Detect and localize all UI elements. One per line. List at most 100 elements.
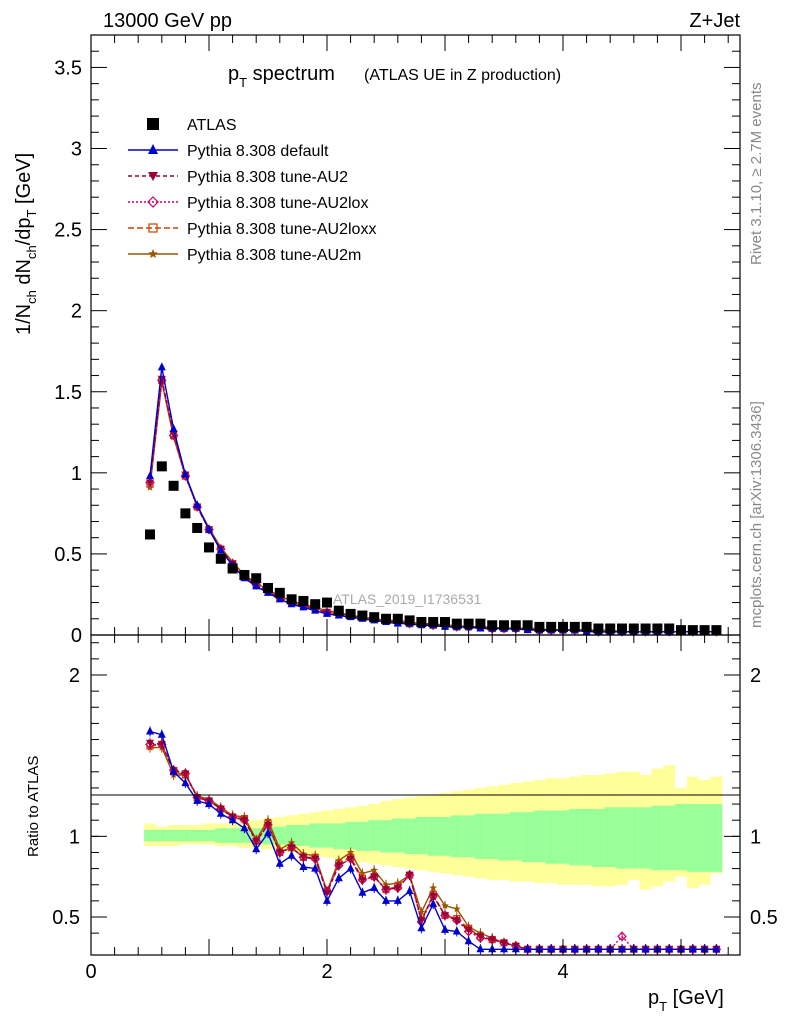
stat-uncertainty-band-bin (498, 813, 510, 861)
ratio-point (358, 876, 367, 884)
atlas-point (227, 563, 238, 574)
main-point (169, 424, 178, 433)
ratio-point (441, 924, 449, 933)
main-ylabel: 1/Nch dNch/dpT [GeV] (13, 153, 39, 335)
legend-marker (147, 196, 159, 208)
stat-uncertainty-band-bin (439, 816, 451, 856)
ratio-point (146, 739, 154, 747)
stat-uncertainty-band-bin (698, 804, 711, 872)
ratio-point (393, 895, 402, 904)
atlas-point (522, 620, 533, 631)
atlas-point (510, 620, 521, 631)
ratio-point (334, 862, 343, 870)
main-ytick-label: 2.5 (54, 220, 82, 242)
stat-uncertainty-band-bin (533, 810, 546, 863)
main-point (216, 545, 225, 554)
stat-uncertainty-band-bin (580, 808, 593, 866)
ratio-point (500, 939, 508, 947)
legend-marker (148, 249, 158, 258)
ratio-point (181, 770, 190, 778)
atlas-point (274, 587, 285, 598)
ratio-point (452, 926, 461, 935)
atlas-point (145, 529, 155, 540)
ratio-ytick-label-right: 0.5 (750, 907, 778, 929)
main-point (193, 500, 202, 509)
ratio-point (594, 944, 603, 953)
stat-uncertainty-band-bin (191, 829, 204, 842)
ratio-point (452, 917, 461, 925)
mcplots-label: mcplots.cern.ch [arXiv:1306.3436] (748, 401, 765, 628)
stat-uncertainty-band-bin (155, 829, 168, 842)
stat-uncertainty-band-bin (226, 828, 239, 843)
ratio-point (181, 778, 190, 787)
ratio-point (429, 893, 438, 901)
ratio-point (323, 889, 331, 897)
ratio-point (311, 863, 320, 872)
main-ytick-label: 0 (71, 625, 82, 647)
stat-uncertainty-band-bin (675, 804, 687, 871)
atlas-point (640, 623, 651, 634)
main-point (146, 471, 154, 480)
ratio-point (287, 844, 296, 852)
ratio-clip-mask (0, 956, 786, 982)
ratio-point (500, 944, 508, 953)
ratio-point (618, 944, 626, 953)
ratio-point (464, 936, 473, 945)
main-ytick-label: 3 (71, 139, 82, 161)
atlas-point (322, 597, 332, 608)
legend-item: Pythia 8.308 default (128, 143, 329, 160)
stat-uncertainty-band-bin (403, 818, 416, 855)
stat-uncertainty-band-bin (462, 815, 475, 858)
ratio-ytick-label: 0.5 (52, 907, 80, 929)
atlas-point (711, 625, 722, 636)
ratio-point (429, 884, 437, 892)
ratio-ytick-label-right: 1 (750, 826, 761, 848)
atlas-point (215, 553, 226, 564)
ratio-point (228, 815, 237, 824)
ratio-point (205, 799, 213, 808)
ratio-point (382, 886, 390, 894)
ratio-ytick-label: 1 (69, 826, 80, 848)
main-ytick-label: 1.5 (54, 382, 82, 404)
rivet-label: Rivet 3.1.10, ≥ 2.7M events (748, 83, 765, 266)
stat-uncertainty-band-bin (238, 828, 251, 843)
legend-label: Pythia 8.308 tune-AU2lox (187, 195, 368, 212)
atlas-point (168, 480, 179, 491)
ratio-point (275, 849, 284, 857)
atlas-point (298, 595, 309, 606)
header-right: Z+Jet (689, 10, 740, 32)
ratio-point (547, 944, 556, 953)
legend-label: Pythia 8.308 tune-AU2loxx (187, 221, 376, 238)
ratio-point (476, 933, 485, 941)
stat-uncertainty-band-bin (368, 820, 381, 851)
header-left: 13000 GeV pp (103, 10, 232, 32)
ratio-point (393, 884, 402, 892)
ratio-point (146, 726, 154, 735)
ratio-uncertainty-bands (144, 765, 723, 890)
legend-item: Pythia 8.308 tune-AU2loxx (128, 221, 376, 238)
stat-uncertainty-band-bin (686, 804, 699, 872)
ratio-point (441, 912, 449, 920)
ratio-point (370, 873, 379, 881)
atlas-point (416, 617, 427, 628)
stat-uncertainty-band-bin (332, 823, 345, 850)
atlas-point (546, 621, 557, 632)
atlas-point (357, 610, 368, 621)
axes-ticks: 0 0.5 1 1.5 2 2.5 3 3.5 0.5 0.5 1 1 2 2 0 2 4 (52, 35, 778, 983)
atlas-point (204, 542, 214, 553)
main-ytick-label: 0.5 (54, 544, 82, 566)
stat-uncertainty-band-bin (474, 813, 487, 859)
ratio-point (370, 866, 378, 874)
main-ytick-label: 2 (71, 301, 82, 323)
legend-item: Pythia 8.308 tune-AU2lox (128, 195, 368, 212)
stat-uncertainty-band-bin (592, 808, 605, 867)
ratio-point (417, 917, 426, 925)
stat-uncertainty-band-bin (568, 808, 581, 866)
legend-label: Pythia 8.308 tune-AU2m (187, 247, 361, 264)
xtick-label: 0 (85, 961, 96, 983)
legend-item: Pythia 8.308 tune-AU2 (128, 169, 348, 186)
analysis-watermark: ATLAS_2019_I1736531 (333, 591, 482, 607)
ratio-point (464, 926, 473, 934)
ratio-point (240, 823, 249, 832)
plot-title-detail: (ATLAS UE in Z production) (364, 67, 561, 84)
